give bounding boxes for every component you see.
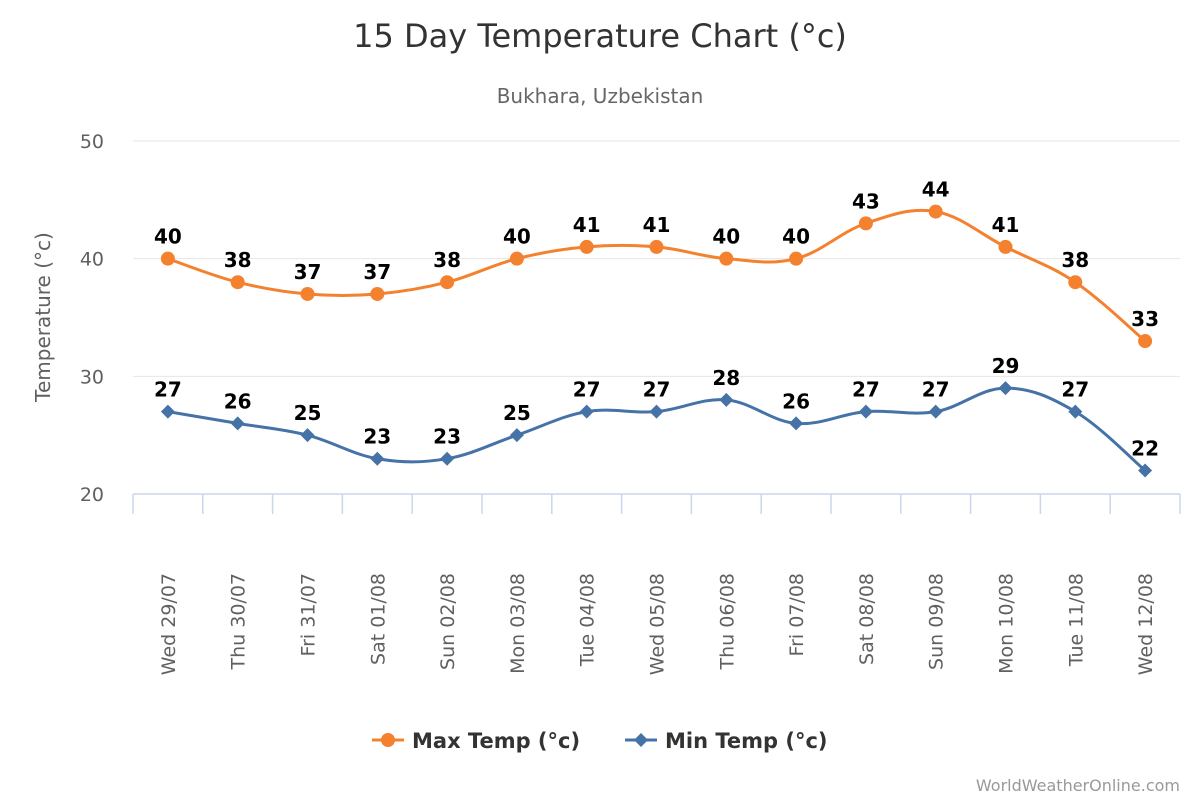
- data-label: 41: [992, 213, 1020, 237]
- data-label: 37: [294, 260, 322, 284]
- data-point[interactable]: [858, 404, 873, 419]
- y-tick-label: 20: [80, 484, 104, 506]
- data-label: 33: [1131, 307, 1159, 331]
- x-tick-label: Wed 05/08: [647, 573, 669, 675]
- data-point[interactable]: [789, 251, 804, 266]
- legend-marker: [634, 733, 648, 747]
- grid-lines: [133, 140, 1180, 377]
- data-label: 28: [712, 366, 740, 390]
- data-point[interactable]: [440, 275, 455, 290]
- data-label: 40: [503, 225, 531, 249]
- data-label: 29: [992, 354, 1020, 378]
- data-label: 40: [154, 225, 182, 249]
- data-point[interactable]: [928, 404, 943, 419]
- data-label: 27: [643, 378, 671, 402]
- legend-label: Min Temp (°c): [665, 729, 828, 753]
- data-label: 26: [782, 389, 810, 413]
- data-label: 43: [852, 189, 880, 213]
- data-point[interactable]: [579, 404, 594, 419]
- data-label: 41: [573, 213, 601, 237]
- data-point[interactable]: [160, 404, 175, 419]
- data-point[interactable]: [649, 239, 664, 254]
- x-tick-label: Wed 12/08: [1135, 573, 1157, 675]
- x-axis: Wed 29/07 Thu 30/07 Fri 31/07 Sat 01/08 Sun …: [132, 493, 1181, 675]
- data-label: 27: [154, 378, 182, 402]
- data-label: 22: [1131, 436, 1159, 460]
- data-point[interactable]: [1138, 463, 1153, 478]
- data-label: 38: [224, 248, 252, 272]
- x-tick-label: Mon 10/08: [996, 573, 1018, 674]
- data-label: 27: [573, 378, 601, 402]
- data-point[interactable]: [1068, 275, 1083, 290]
- data-label: 37: [363, 260, 391, 284]
- data-point[interactable]: [1138, 334, 1153, 349]
- data-point[interactable]: [230, 275, 245, 290]
- data-label: 23: [363, 425, 391, 449]
- data-point[interactable]: [719, 251, 734, 266]
- y-tick-label: 30: [80, 366, 104, 388]
- legend-item-min-temp[interactable]: Min Temp (°c): [625, 729, 828, 753]
- x-tick-label: Sat 08/08: [856, 573, 878, 665]
- data-label: 23: [433, 425, 461, 449]
- chart-subtitle: Bukhara, Uzbekistan: [497, 84, 704, 108]
- data-label: 26: [224, 389, 252, 413]
- data-point[interactable]: [370, 451, 385, 466]
- data-label: 41: [643, 213, 671, 237]
- data-point[interactable]: [649, 404, 664, 419]
- data-point[interactable]: [719, 392, 734, 407]
- x-tick-label: Sun 09/08: [926, 573, 948, 670]
- data-point[interactable]: [509, 251, 524, 266]
- data-point[interactable]: [160, 251, 175, 266]
- data-point[interactable]: [300, 286, 315, 301]
- data-point[interactable]: [789, 416, 804, 431]
- x-tick-label: Tue 11/08: [1065, 573, 1087, 667]
- data-point[interactable]: [1068, 404, 1083, 419]
- data-label: 40: [712, 225, 740, 249]
- data-point[interactable]: [928, 204, 943, 219]
- data-label: 40: [782, 225, 810, 249]
- x-tick-label: Thu 06/08: [716, 573, 738, 670]
- data-point[interactable]: [230, 416, 245, 431]
- data-point[interactable]: [509, 428, 524, 443]
- x-tick-label: Thu 30/07: [228, 573, 250, 670]
- data-label: 27: [922, 378, 950, 402]
- series-min-temp: [160, 381, 1153, 478]
- data-point[interactable]: [858, 216, 873, 231]
- x-tick-label: Fri 31/07: [298, 573, 320, 656]
- data-label: 27: [1061, 378, 1089, 402]
- x-tick-label: Sun 02/08: [437, 573, 459, 670]
- x-tick-label: Sat 01/08: [367, 573, 389, 665]
- data-label: 25: [503, 401, 531, 425]
- data-point[interactable]: [370, 286, 385, 301]
- series-max-temp: [160, 204, 1153, 349]
- legend-label: Max Temp (°c): [412, 729, 580, 753]
- y-axis-ticks: 20 30 40 50: [80, 131, 104, 506]
- x-tick-label: Mon 03/08: [507, 573, 529, 674]
- x-tick-label: Tue 04/08: [577, 573, 599, 667]
- legend-item-max-temp[interactable]: Max Temp (°c): [372, 729, 580, 753]
- data-label: 27: [852, 378, 880, 402]
- data-label: 38: [1061, 248, 1089, 272]
- x-tick-label: Fri 07/08: [786, 573, 808, 656]
- legend-marker: [381, 733, 395, 747]
- series-layer: [160, 204, 1153, 478]
- y-axis-label: Temperature (°c): [31, 232, 55, 403]
- data-labels: 40 38 37 37 38 40 41 41 40 40 43 44 41 38 33 27 26 25 23 23…: [154, 178, 1159, 461]
- data-point[interactable]: [998, 381, 1013, 396]
- y-tick-label: 40: [80, 249, 104, 271]
- data-label: 44: [922, 178, 950, 202]
- x-tick-label: Wed 29/07: [158, 573, 180, 675]
- data-label: 38: [433, 248, 461, 272]
- chart-title: 15 Day Temperature Chart (°c): [353, 17, 847, 55]
- data-point[interactable]: [300, 428, 315, 443]
- legend[interactable]: Max Temp (°c) Min Temp (°c): [372, 729, 828, 753]
- credit-text[interactable]: WorldWeatherOnline.com: [976, 776, 1180, 795]
- y-tick-label: 50: [80, 131, 104, 153]
- data-point[interactable]: [440, 451, 455, 466]
- data-point[interactable]: [998, 239, 1013, 254]
- data-point[interactable]: [579, 239, 594, 254]
- data-label: 25: [294, 401, 322, 425]
